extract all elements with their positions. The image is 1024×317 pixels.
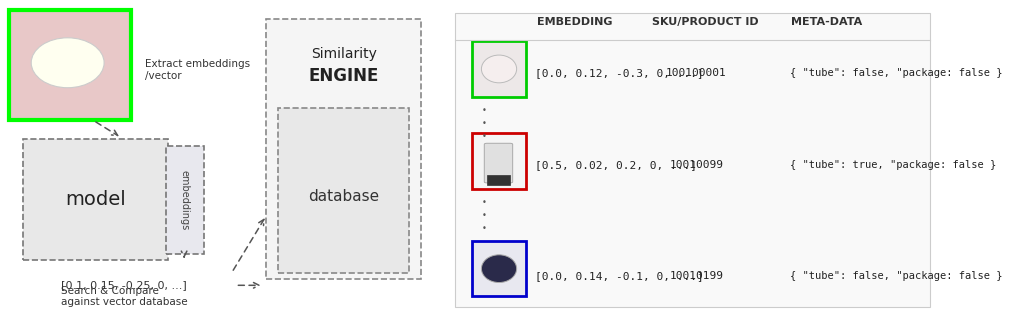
Text: [0.0, 0.14, -0.1, 0, ...]: [0.0, 0.14, -0.1, 0, ...]	[535, 271, 703, 281]
Ellipse shape	[31, 38, 104, 88]
Text: 100100001: 100100001	[666, 68, 727, 78]
Text: •: •	[481, 119, 486, 128]
Text: database: database	[308, 189, 380, 204]
Text: [0.0, 0.12, -0.3, 0, ...]: [0.0, 0.12, -0.3, 0, ...]	[535, 68, 703, 78]
Text: Search & Compare
against vector database: Search & Compare against vector database	[60, 286, 187, 307]
Text: { "tube": false, "package: false }: { "tube": false, "package: false }	[790, 68, 1002, 78]
Ellipse shape	[481, 255, 517, 282]
FancyBboxPatch shape	[266, 19, 421, 279]
Text: •: •	[481, 107, 486, 115]
FancyBboxPatch shape	[24, 139, 168, 260]
Ellipse shape	[481, 55, 517, 83]
Text: [0.1, 0.15, -0.25, 0, ...]: [0.1, 0.15, -0.25, 0, ...]	[60, 280, 186, 290]
FancyBboxPatch shape	[455, 13, 930, 307]
FancyBboxPatch shape	[472, 241, 526, 296]
Text: Extract embeddings
/vector: Extract embeddings /vector	[144, 59, 250, 81]
Text: [0.5, 0.02, 0.2, 0, ...]: [0.5, 0.02, 0.2, 0, ...]	[535, 160, 696, 170]
Text: META-DATA: META-DATA	[792, 17, 862, 27]
FancyBboxPatch shape	[472, 133, 526, 189]
Text: SKU/PRODUCT ID: SKU/PRODUCT ID	[652, 17, 759, 27]
FancyBboxPatch shape	[9, 10, 131, 120]
Text: embeddings: embeddings	[179, 170, 189, 230]
Text: •: •	[481, 132, 486, 141]
FancyBboxPatch shape	[166, 146, 204, 254]
Text: 10010199: 10010199	[670, 271, 723, 281]
Text: Similarity: Similarity	[311, 47, 377, 61]
Text: •: •	[481, 224, 486, 233]
Text: EMBEDDING: EMBEDDING	[537, 17, 612, 27]
FancyBboxPatch shape	[487, 175, 510, 185]
Text: { "tube": false, "package: false }: { "tube": false, "package: false }	[790, 271, 1002, 281]
Text: •: •	[481, 211, 486, 220]
Text: ENGINE: ENGINE	[308, 67, 379, 85]
Text: { "tube": true, "package: false }: { "tube": true, "package: false }	[790, 160, 996, 170]
Text: 10010099: 10010099	[670, 160, 723, 170]
FancyBboxPatch shape	[484, 143, 513, 183]
FancyBboxPatch shape	[279, 108, 410, 273]
Text: model: model	[66, 190, 126, 209]
Text: •: •	[481, 198, 486, 207]
FancyBboxPatch shape	[472, 41, 526, 97]
